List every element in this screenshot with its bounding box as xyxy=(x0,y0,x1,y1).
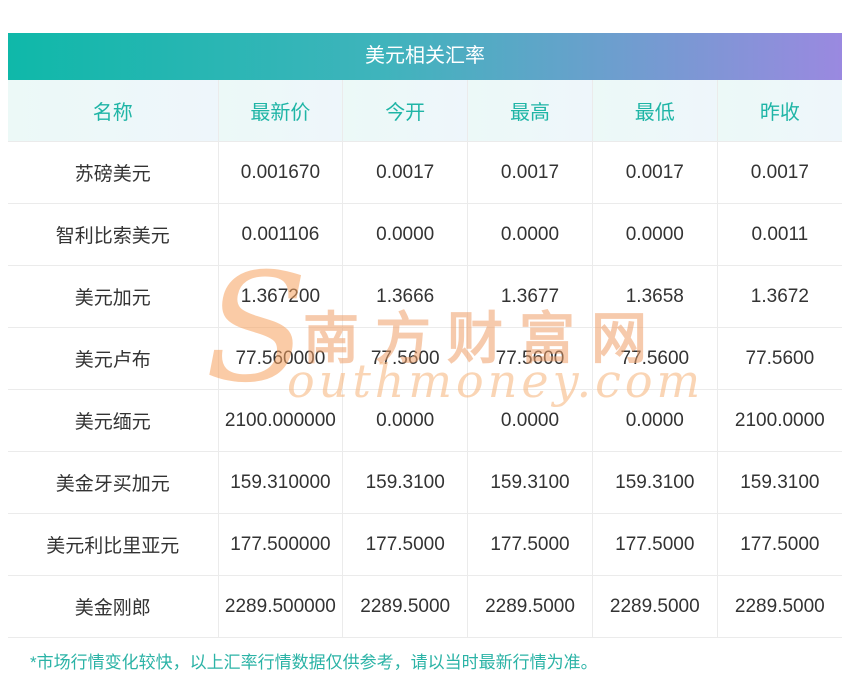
rate-value: 159.3100 xyxy=(342,451,468,514)
rates-table-container: 美元相关汇率 名称 最新价 今开 最高 最低 昨收 苏磅美元 0.001670 0.0017 0… xyxy=(8,33,842,638)
column-header-5: 昨收 xyxy=(716,80,842,142)
table-title-banner: 美元相关汇率 xyxy=(8,33,842,80)
currency-pair-name: 美元加元 xyxy=(8,265,218,328)
rate-value: 159.310000 xyxy=(217,451,343,514)
rate-value: 0.0000 xyxy=(467,203,593,266)
rate-value: 2289.500000 xyxy=(217,575,343,638)
table-body: 苏磅美元 0.001670 0.0017 0.0017 0.0017 0.0017 智利比索… xyxy=(8,141,842,638)
rate-value: 0.0017 xyxy=(591,141,718,204)
column-header-3: 最高 xyxy=(467,80,593,142)
rate-value: 1.3672 xyxy=(716,265,842,328)
rate-value: 2100.0000 xyxy=(716,389,842,452)
rate-value: 0.0000 xyxy=(591,389,718,452)
rate-value: 2289.5000 xyxy=(467,575,593,638)
rate-value: 2289.5000 xyxy=(716,575,842,638)
table-row: 美元利比里亚元 177.500000 177.5000 177.5000 177.500… xyxy=(8,513,842,576)
rate-value: 159.3100 xyxy=(591,451,718,514)
currency-pair-name: 美元卢布 xyxy=(8,327,218,390)
currency-pair-name: 苏磅美元 xyxy=(8,141,218,204)
rate-value: 0.0017 xyxy=(716,141,842,204)
rate-value: 1.3658 xyxy=(591,265,718,328)
rate-value: 0.0017 xyxy=(467,141,593,204)
rate-value: 1.3677 xyxy=(467,265,593,328)
table-row: 美元缅元 2100.000000 0.0000 0.0000 0.0000 2100.00… xyxy=(8,389,842,452)
currency-pair-name: 美金刚郎 xyxy=(8,575,218,638)
rate-value: 0.0000 xyxy=(342,389,468,452)
column-header-1: 最新价 xyxy=(217,80,343,142)
rate-value: 0.0000 xyxy=(467,389,593,452)
currency-pair-name: 智利比索美元 xyxy=(8,203,218,266)
rate-value: 177.5000 xyxy=(342,513,468,576)
rates-table: 名称 最新价 今开 最高 最低 昨收 苏磅美元 0.001670 0.0017 0.0017 0.… xyxy=(8,80,842,638)
table-row: 苏磅美元 0.001670 0.0017 0.0017 0.0017 0.0017 xyxy=(8,141,842,204)
rate-value: 77.5600 xyxy=(591,327,718,390)
rate-value: 177.5000 xyxy=(591,513,718,576)
column-header-2: 今开 xyxy=(342,80,468,142)
rate-value: 177.5000 xyxy=(716,513,842,576)
table-row: 美元加元 1.367200 1.3666 1.3677 1.3658 1.3672 xyxy=(8,265,842,328)
currency-pair-name: 美金牙买加元 xyxy=(8,451,218,514)
rate-value: 77.5600 xyxy=(342,327,468,390)
rate-value: 159.3100 xyxy=(716,451,842,514)
table-row: 美金牙买加元 159.310000 159.3100 159.3100 159.3100… xyxy=(8,451,842,514)
rate-value: 0.0000 xyxy=(342,203,468,266)
currency-pair-name: 美元缅元 xyxy=(8,389,218,452)
rate-value: 0.0000 xyxy=(591,203,718,266)
rate-value: 177.5000 xyxy=(467,513,593,576)
rate-value: 0.0017 xyxy=(342,141,468,204)
rate-value: 2289.5000 xyxy=(591,575,718,638)
rate-value: 77.560000 xyxy=(217,327,343,390)
rate-value: 77.5600 xyxy=(467,327,593,390)
rate-value: 177.500000 xyxy=(217,513,343,576)
page-title: 美元相关汇率 xyxy=(365,45,485,67)
rate-value: 0.001670 xyxy=(217,141,343,204)
rate-value: 77.5600 xyxy=(716,327,842,390)
currency-pair-name: 美元利比里亚元 xyxy=(8,513,218,576)
rate-value: 0.001106 xyxy=(217,203,343,266)
column-header-0: 名称 xyxy=(8,80,218,142)
rate-value: 159.3100 xyxy=(467,451,593,514)
rate-value: 1.367200 xyxy=(217,265,343,328)
rate-value: 2289.5000 xyxy=(342,575,468,638)
table-row: 美金刚郎 2289.500000 2289.5000 2289.5000 2289.50… xyxy=(8,575,842,638)
header-row: 名称 最新价 今开 最高 最低 昨收 xyxy=(8,80,842,142)
column-header-4: 最低 xyxy=(591,80,718,142)
table-row: 美元卢布 77.560000 77.5600 77.5600 77.5600 77.560… xyxy=(8,327,842,390)
rate-value: 0.0011 xyxy=(716,203,842,266)
rate-value: 1.3666 xyxy=(342,265,468,328)
table-row: 智利比索美元 0.001106 0.0000 0.0000 0.0000 0.0011 xyxy=(8,203,842,266)
footnote: *市场行情变化较快，以上汇率行情数据仅供参考，请以当时最新行情为准。 xyxy=(30,653,598,672)
rate-value: 2100.000000 xyxy=(217,389,343,452)
